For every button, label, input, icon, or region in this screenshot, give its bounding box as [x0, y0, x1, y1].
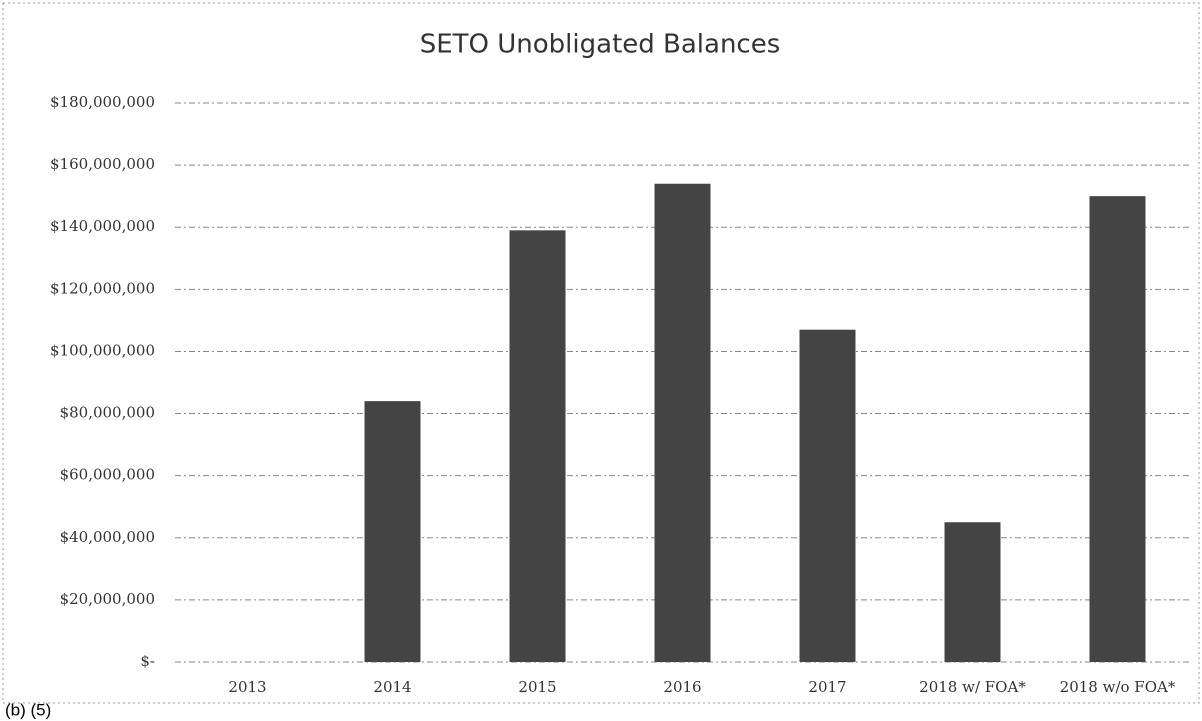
- bar: [509, 230, 566, 663]
- bar: [799, 329, 856, 662]
- chart-border: [2, 2, 1200, 704]
- y-tick-label: $100,000,000: [50, 341, 155, 359]
- x-tick-label: 2015: [518, 678, 556, 696]
- y-tick-label: $120,000,000: [50, 279, 155, 297]
- x-tick-label: 2018 w/o FOA*: [1060, 678, 1176, 696]
- bar: [944, 522, 1001, 662]
- y-tick-label: $60,000,000: [60, 466, 155, 484]
- x-tick-label: 2016: [663, 678, 701, 696]
- bar: [654, 183, 711, 662]
- bar: [1089, 196, 1146, 662]
- y-tick-label: $180,000,000: [50, 93, 155, 111]
- x-tick-label: 2017: [808, 678, 846, 696]
- x-tick-label: 2018 w/ FOA*: [919, 678, 1026, 696]
- bar: [364, 401, 421, 662]
- x-tick-label: 2014: [373, 678, 411, 696]
- y-tick-label: $140,000,000: [50, 217, 155, 235]
- y-tick-label: $-: [140, 652, 155, 670]
- annotation: (b) (5): [5, 700, 51, 719]
- y-tick-label: $40,000,000: [60, 528, 155, 546]
- y-tick-label: $160,000,000: [50, 155, 155, 173]
- x-tick-label: 2013: [228, 678, 266, 696]
- y-tick-label: $80,000,000: [60, 404, 155, 422]
- chart-title: SETO Unobligated Balances: [420, 30, 781, 60]
- y-tick-label: $20,000,000: [60, 590, 155, 608]
